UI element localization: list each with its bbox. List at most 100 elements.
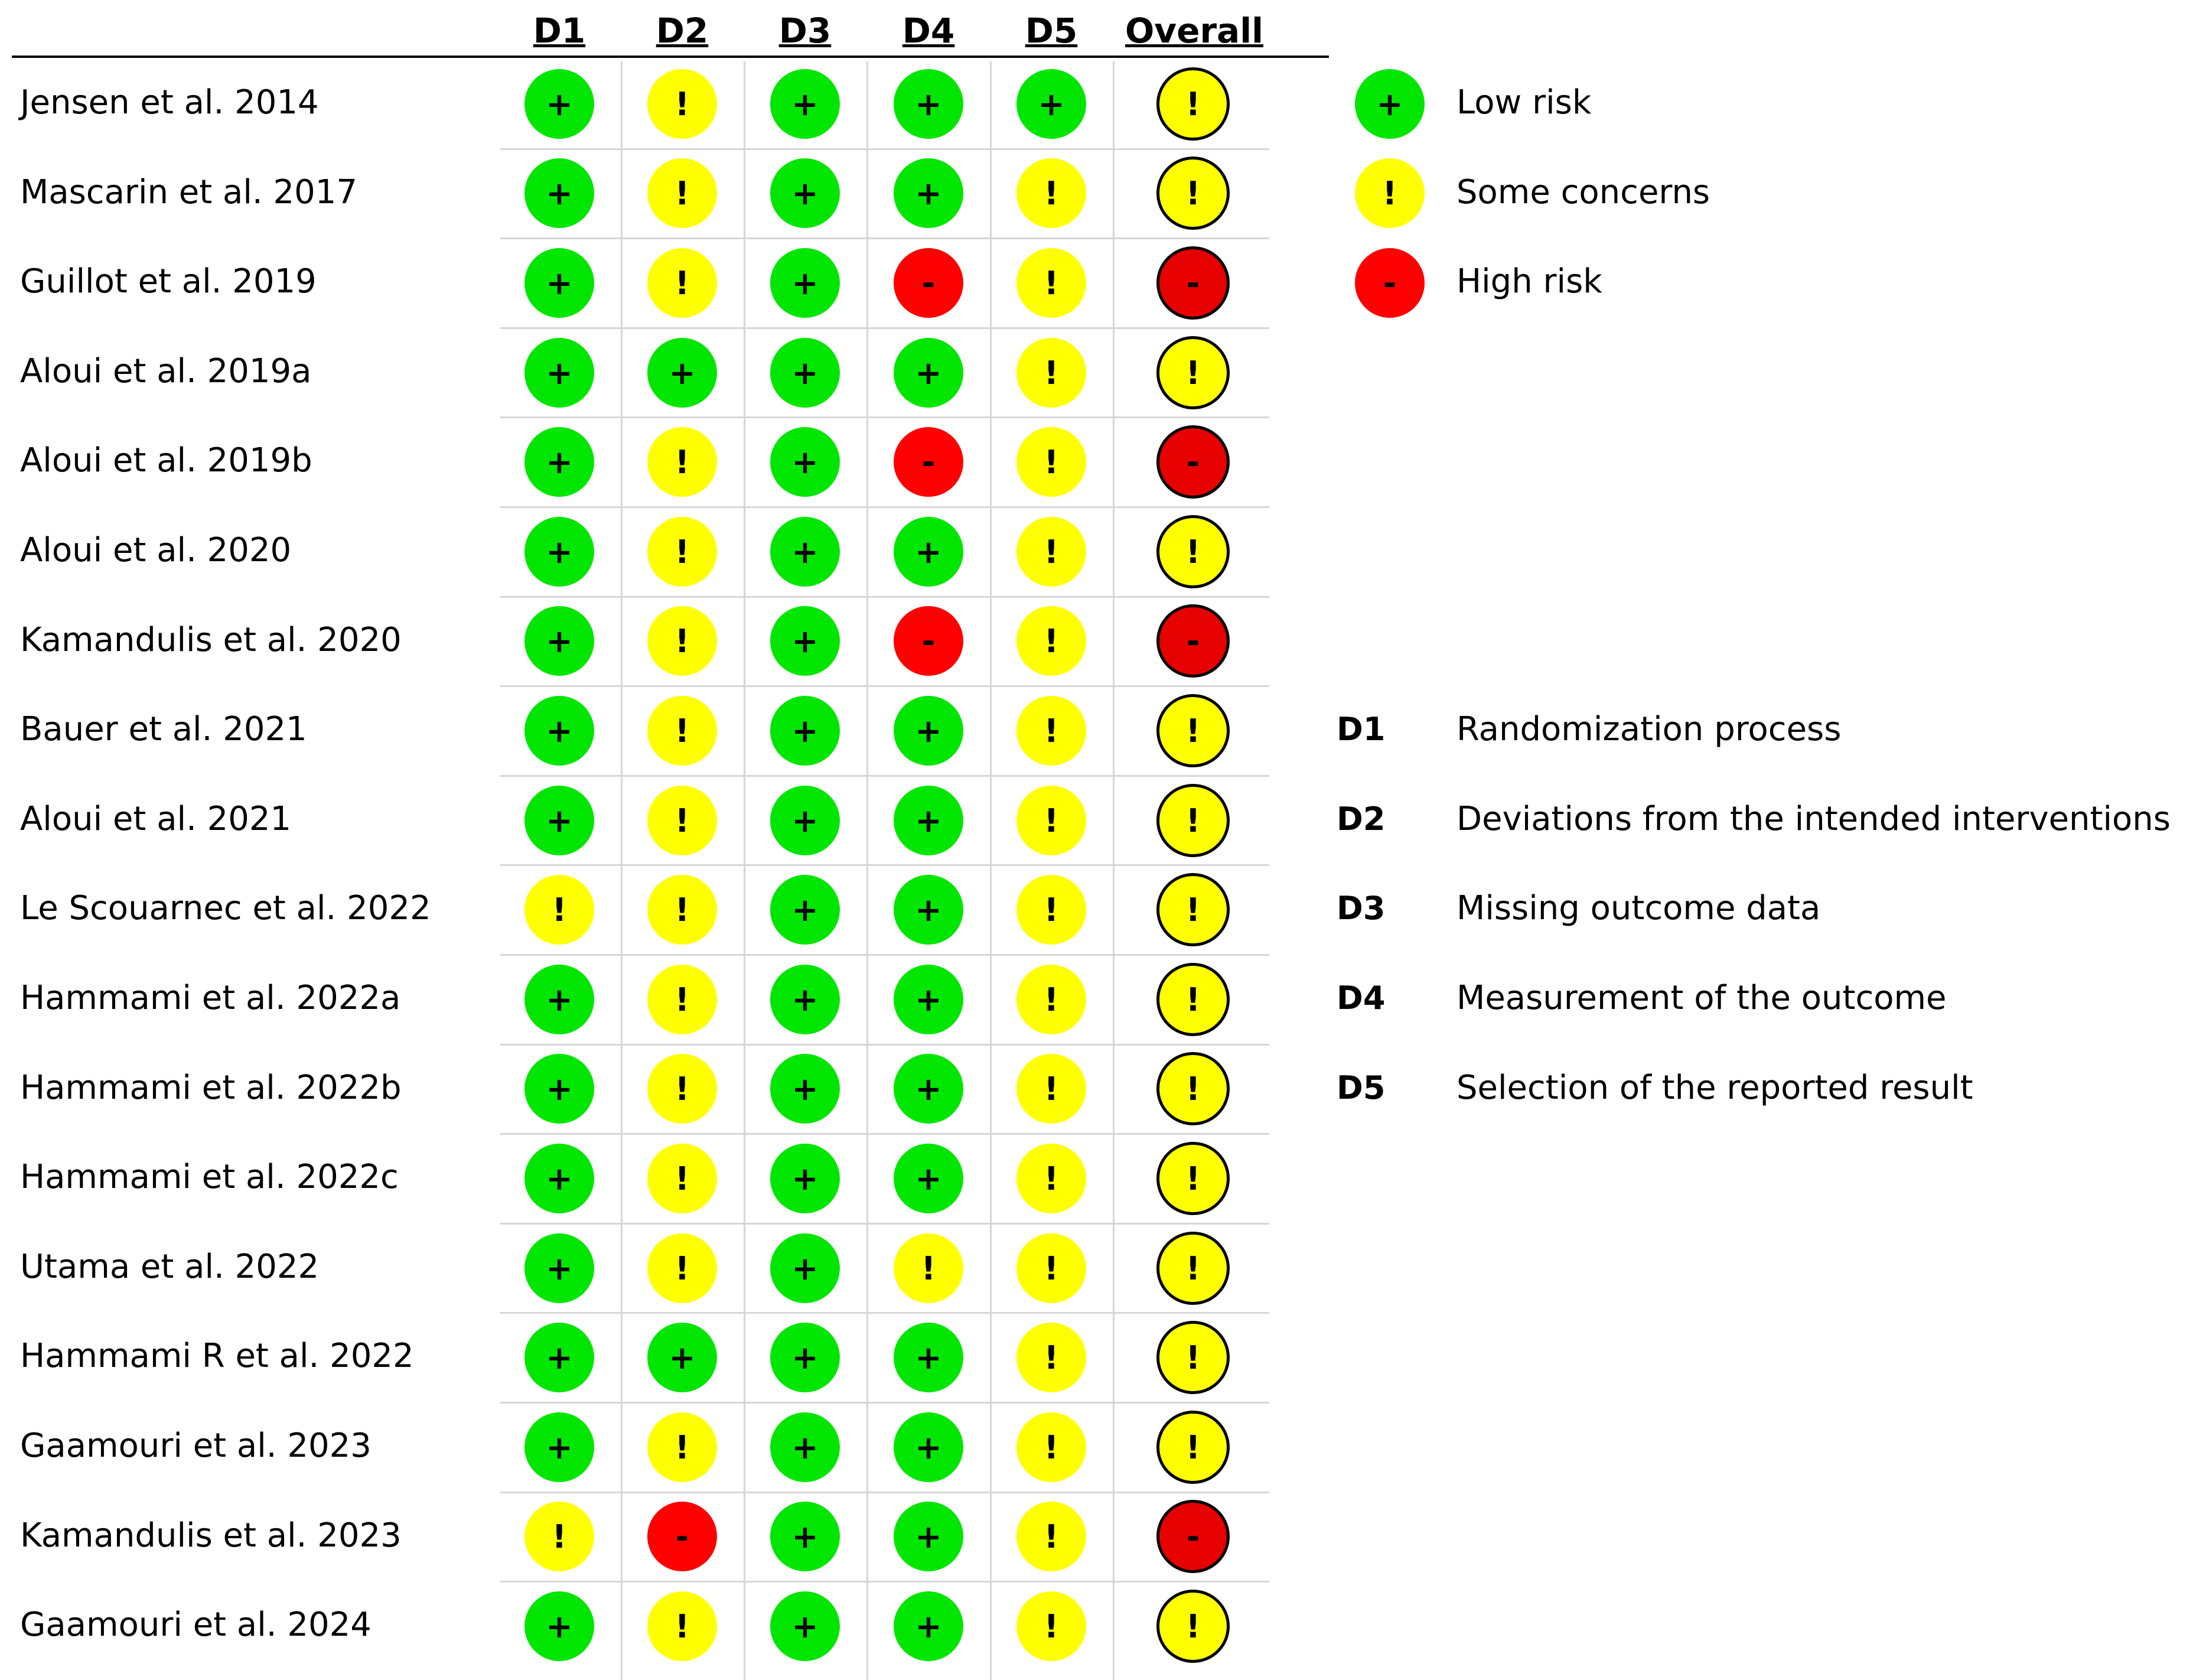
rating-overall-icon: ! — [1156, 67, 1230, 141]
column-header-d3: D3 — [778, 11, 832, 51]
row-divider — [500, 954, 1269, 956]
study-label: Jensen et al. 2014 — [20, 83, 319, 122]
rating-overall-icon: ! — [1156, 1321, 1230, 1394]
rating-d1-icon: ! — [524, 1502, 594, 1571]
row-divider — [500, 1402, 1269, 1404]
rating-d1-icon: + — [524, 965, 594, 1034]
rating-overall-icon: ! — [1156, 694, 1230, 767]
row-divider — [500, 327, 1269, 329]
rating-overall-icon: ! — [1156, 1232, 1230, 1305]
rating-d2-icon: ! — [647, 1412, 717, 1482]
column-header-d5: D5 — [1025, 11, 1078, 51]
row-divider — [500, 237, 1269, 239]
rating-d3-icon: + — [770, 1591, 840, 1661]
rating-d1-icon: + — [524, 1233, 594, 1303]
study-label: Hammami et al. 2022a — [20, 979, 401, 1017]
study-label: Aloui et al. 2019a — [20, 352, 312, 390]
rating-d2-icon: ! — [647, 248, 717, 318]
study-label: Bauer et al. 2021 — [20, 710, 307, 748]
rating-d1-icon: + — [524, 248, 594, 318]
rating-d1-icon: + — [524, 1412, 594, 1482]
rating-d3-icon: + — [770, 1233, 840, 1303]
study-label: Le Scouarnec et al. 2022 — [20, 889, 431, 927]
rating-d5-icon: ! — [1016, 786, 1086, 855]
rating-d2-icon: ! — [647, 606, 717, 676]
domain-code: D5 — [1337, 1069, 1386, 1106]
rating-overall-icon: ! — [1156, 336, 1230, 409]
rating-d4-icon: + — [894, 69, 963, 139]
legend-some-concerns-icon: ! — [1355, 158, 1425, 228]
domain-code: D3 — [1337, 890, 1386, 927]
rating-d5-icon: ! — [1016, 1233, 1086, 1303]
domain-description: Selection of the reported result — [1456, 1069, 1973, 1107]
rating-d5-icon: ! — [1016, 1144, 1086, 1213]
rating-d5-icon: ! — [1016, 1412, 1086, 1482]
rating-overall-icon: ! — [1156, 515, 1230, 588]
rating-d3-icon: + — [770, 338, 840, 408]
rating-d2-icon: ! — [647, 1233, 717, 1303]
study-label: Kamandulis et al. 2020 — [20, 621, 402, 659]
rating-overall-icon: - — [1156, 604, 1230, 678]
row-divider — [500, 596, 1269, 598]
study-label: Guillot et al. 2019 — [20, 262, 317, 301]
rating-d2-icon: ! — [647, 1054, 717, 1124]
rating-d1-icon: + — [524, 158, 594, 228]
legend-judgement-label: Some concerns — [1456, 173, 1710, 211]
rating-d2-icon: - — [647, 1502, 717, 1571]
rating-d1-icon: + — [524, 1054, 594, 1124]
study-label: Mascarin et al. 2017 — [20, 173, 357, 211]
rating-d4-icon: + — [894, 1054, 963, 1124]
study-label: Gaamouri et al. 2024 — [20, 1606, 372, 1644]
legend-judgement-label: High risk — [1456, 262, 1602, 301]
rating-d2-icon: + — [647, 338, 717, 408]
study-label: Aloui et al. 2020 — [20, 531, 292, 569]
rating-d1-icon: + — [524, 338, 594, 408]
column-divider — [621, 61, 623, 1680]
rating-d2-icon: + — [647, 1323, 717, 1392]
rating-d4-icon: + — [894, 1502, 963, 1571]
rating-d1-icon: ! — [524, 875, 594, 945]
domain-code: D2 — [1337, 800, 1386, 838]
column-divider — [990, 61, 992, 1680]
row-divider — [500, 1312, 1269, 1314]
rating-d1-icon: + — [524, 1591, 594, 1661]
rating-d5-icon: ! — [1016, 696, 1086, 766]
rating-d3-icon: + — [770, 875, 840, 945]
rating-d3-icon: + — [770, 158, 840, 228]
rating-d4-icon: - — [894, 248, 963, 318]
rating-overall-icon: ! — [1156, 1052, 1230, 1125]
rating-d4-icon: + — [894, 696, 963, 766]
column-divider — [1113, 61, 1115, 1680]
rating-d5-icon: ! — [1016, 158, 1086, 228]
rating-overall-icon: - — [1156, 246, 1230, 320]
study-label: Hammami et al. 2022b — [20, 1069, 402, 1107]
header-rule — [12, 56, 1329, 58]
domain-code: D4 — [1337, 979, 1386, 1017]
rating-overall-icon: - — [1156, 1500, 1230, 1573]
rating-d5-icon: ! — [1016, 1323, 1086, 1392]
rating-d5-icon: ! — [1016, 1591, 1086, 1661]
rating-d5-icon: + — [1016, 69, 1086, 139]
row-divider — [500, 864, 1269, 866]
legend-judgement-label: Low risk — [1456, 83, 1592, 122]
rating-d3-icon: + — [770, 1323, 840, 1392]
rating-overall-icon: ! — [1156, 1411, 1230, 1484]
study-label: Utama et al. 2022 — [20, 1248, 320, 1286]
rating-d2-icon: ! — [647, 158, 717, 228]
rating-d3-icon: + — [770, 517, 840, 587]
legend-low-risk-icon: + — [1355, 69, 1425, 139]
row-divider — [500, 775, 1269, 777]
rating-d5-icon: ! — [1016, 248, 1086, 318]
rating-d3-icon: + — [770, 696, 840, 766]
rating-d4-icon: + — [894, 1591, 963, 1661]
study-label: Hammami R et al. 2022 — [20, 1337, 414, 1375]
row-divider — [500, 685, 1269, 687]
row-divider — [500, 1492, 1269, 1493]
rating-d5-icon: ! — [1016, 427, 1086, 497]
rating-d4-icon: + — [894, 517, 963, 587]
rating-d1-icon: + — [524, 1323, 594, 1392]
rating-d4-icon: + — [894, 965, 963, 1034]
rating-d1-icon: + — [524, 696, 594, 766]
rating-d5-icon: ! — [1016, 1054, 1086, 1124]
